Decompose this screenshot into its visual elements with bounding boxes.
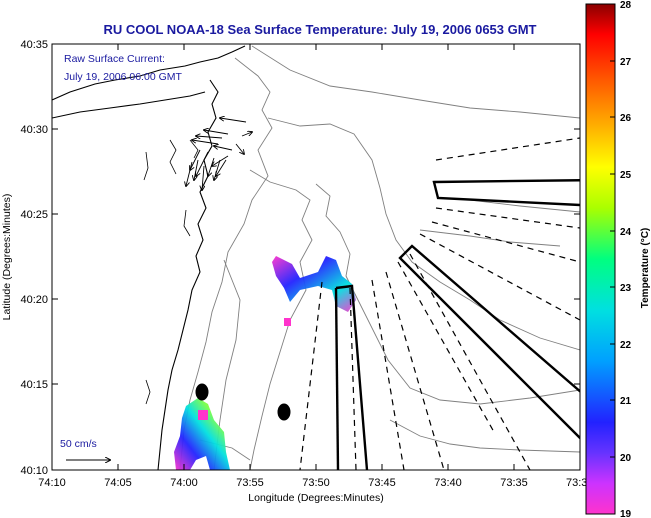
coastline — [52, 45, 246, 470]
surface-current-vectors — [186, 118, 252, 190]
colorbar-tick: 28 — [620, 0, 632, 11]
y-axis-label: Latitude (Degrees:Minutes) — [1, 194, 13, 321]
x-tick-label: 73:55 — [236, 477, 264, 489]
temperature-colorbar: 28 27 26 25 24 23 22 21 20 19 Temperatur… — [585, 0, 651, 518]
y-tick-label: 40:25 — [20, 209, 48, 221]
mooring-marker-1 — [195, 383, 209, 401]
map-plot-area — [52, 44, 580, 470]
land-detail — [143, 139, 199, 405]
colorbar-tick: 26 — [620, 113, 632, 124]
transect-boxes — [334, 179, 580, 470]
dashed-sampling-lines — [299, 137, 580, 470]
y-axis: 40:35 40:30 40:25 40:20 40:15 40:10 Lati… — [1, 39, 580, 477]
colorbar-tick: 27 — [620, 57, 632, 68]
colorbar-tick: 25 — [620, 170, 632, 181]
x-tick-label: 74:00 — [170, 477, 198, 489]
x-tick-label: 73:35 — [500, 477, 528, 489]
y-tick-label: 40:15 — [20, 379, 48, 391]
x-axis-label: Longitude (Degrees:Minutes) — [248, 492, 383, 504]
current-timestamp: July 19, 2006 06:00 GMT — [64, 71, 182, 83]
colorbar-tick: 20 — [620, 453, 632, 464]
colorbar-tick: 22 — [620, 340, 632, 351]
y-tick-label: 40:30 — [20, 124, 48, 136]
y-tick-label: 40:10 — [20, 465, 48, 477]
y-tick-label: 40:20 — [20, 294, 48, 306]
colorbar-label: Temperature (°C) — [640, 228, 651, 309]
mooring-marker-2 — [277, 403, 291, 421]
x-tick-label: 74:05 — [104, 477, 132, 489]
colorbar-tick: 24 — [620, 227, 632, 238]
scale-label: 50 cm/s — [60, 438, 97, 450]
colorbar-tick: 23 — [620, 283, 632, 294]
x-tick-label: 73:50 — [302, 477, 330, 489]
x-tick-label: 73:3 — [566, 477, 587, 489]
x-tick-label: 73:40 — [434, 477, 462, 489]
current-label: Raw Surface Current: — [64, 53, 165, 65]
y-tick-label: 40:35 — [20, 39, 48, 51]
map-title: RU COOL NOAA-18 Sea Surface Temperature:… — [103, 22, 536, 37]
x-tick-label: 74:10 — [38, 477, 66, 489]
colorbar-tick: 21 — [620, 396, 632, 407]
x-tick-label: 73:45 — [368, 477, 396, 489]
x-axis: 74:10 74:05 74:00 73:55 73:50 73:45 73:4… — [38, 44, 587, 504]
colorbar-tick: 19 — [620, 509, 632, 518]
